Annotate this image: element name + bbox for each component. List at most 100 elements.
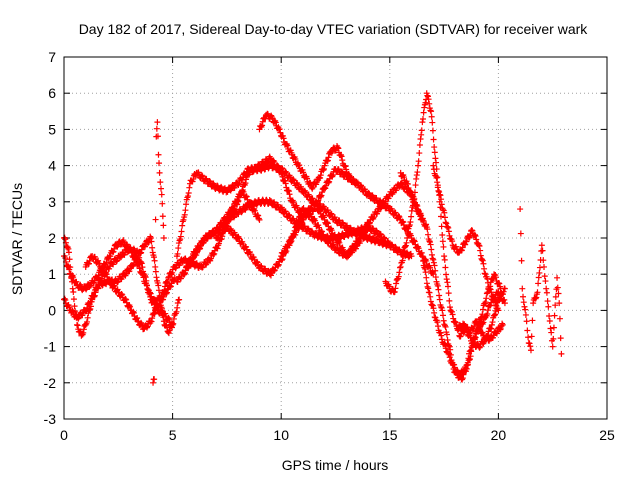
data-point-fill: [155, 287, 162, 294]
data-point-fill: [174, 279, 181, 286]
data-point-fill: [115, 278, 122, 285]
data-point: [441, 253, 448, 260]
data-point-fill: [288, 237, 295, 244]
data-point-fill: [388, 241, 395, 248]
data-point-fill: [94, 285, 101, 292]
data-point-fill: [370, 214, 377, 221]
grid-lines: [64, 57, 607, 419]
data-point-fill: [198, 172, 205, 179]
data-point-fill: [185, 262, 192, 269]
data-point-fill: [522, 306, 529, 313]
data-point-fill: [183, 201, 190, 208]
data-point-fill: [399, 257, 406, 264]
data-point-fill: [400, 174, 407, 181]
data-point: [156, 169, 163, 176]
data-point: [408, 253, 415, 260]
data-point-fill: [441, 256, 448, 263]
chart-title: Day 182 of 2017, Sidereal Day-to-day VTE…: [79, 21, 589, 37]
data-point-fill: [411, 237, 418, 244]
data-point-fill: [284, 244, 291, 251]
data-point-fill: [495, 280, 502, 287]
data-point-fill: [446, 297, 453, 304]
data-point-fill: [107, 278, 114, 285]
data-point-fill: [300, 216, 307, 223]
data-point-fill: [446, 304, 453, 311]
data-point-fill: [338, 153, 345, 160]
data-point-fill: [284, 142, 291, 149]
data-point-fill: [318, 192, 325, 199]
data-point-fill: [96, 260, 103, 267]
data-point-fill: [214, 234, 221, 241]
data-point: [69, 285, 76, 292]
data-point-fill: [441, 321, 448, 328]
data-point-fill: [535, 280, 542, 287]
data-point-fill: [470, 325, 477, 332]
data-point-fill: [195, 244, 202, 251]
data-point-fill: [130, 262, 137, 269]
data-point-fill: [443, 331, 450, 338]
data-point-fill: [400, 247, 407, 254]
data-point-fill: [253, 166, 260, 173]
data-point-fill: [484, 332, 491, 339]
data-point-fill: [160, 293, 167, 300]
data-point-fill: [312, 200, 319, 207]
data-point-fill: [422, 269, 429, 276]
data-point-fill: [328, 172, 335, 179]
data-point-fill: [442, 219, 449, 226]
data-point-fill: [446, 354, 453, 361]
data-point-fill: [251, 207, 258, 214]
data-point-fill: [148, 238, 155, 245]
data-point-fill: [427, 264, 434, 271]
data-point-fill: [535, 274, 542, 281]
data-point-fill: [246, 204, 253, 211]
data-point-fill: [331, 231, 338, 238]
data-point-fill: [335, 238, 342, 245]
data-point-fill: [186, 184, 193, 191]
data-point-fill: [439, 231, 446, 238]
data-point-fill: [483, 290, 490, 297]
data-point-fill: [177, 236, 184, 243]
data-point-fill: [443, 271, 450, 278]
data-point: [365, 224, 372, 231]
data-point-fill: [207, 232, 214, 239]
data-point-fill: [490, 275, 497, 282]
data-point-fill: [166, 316, 173, 323]
data-point-fill: [446, 232, 453, 239]
data-point: [132, 256, 139, 263]
data-point-fill: [119, 291, 126, 298]
data-point-fill: [428, 269, 435, 276]
data-point-fill: [104, 273, 111, 280]
data-point-fill: [167, 283, 174, 290]
data-point-fill: [437, 192, 444, 199]
data-point-fill: [496, 295, 503, 302]
data-point-fill: [152, 307, 159, 314]
data-point-fill: [286, 212, 293, 219]
data-point-fill: [457, 333, 464, 340]
data-point-fill: [460, 329, 467, 336]
data-point-fill: [340, 246, 347, 253]
data-point-fill: [271, 158, 278, 165]
data-point-fill: [214, 182, 221, 189]
data-point-fill: [466, 234, 473, 241]
data-point-fill: [366, 233, 373, 240]
data-point-fill: [431, 149, 438, 156]
data-point-fill: [433, 159, 440, 166]
data-point-fill: [477, 247, 484, 254]
data-point-fill: [175, 245, 182, 252]
data-point-fill: [381, 234, 388, 241]
data-point-fill: [138, 321, 145, 328]
data-point-fill: [418, 249, 425, 256]
data-point-fill: [106, 276, 113, 283]
data-point-fill: [290, 177, 297, 184]
data-point-fill: [435, 187, 442, 194]
data-point-fill: [357, 238, 364, 245]
data-point-fill: [460, 371, 467, 378]
data-point-fill: [541, 273, 548, 280]
data-point-fill: [138, 260, 145, 267]
data-point: [180, 216, 187, 223]
data-point-fill: [424, 93, 431, 100]
data-point-fill: [420, 109, 427, 116]
x-tick-label: 5: [169, 427, 177, 443]
data-point-fill: [459, 375, 466, 382]
